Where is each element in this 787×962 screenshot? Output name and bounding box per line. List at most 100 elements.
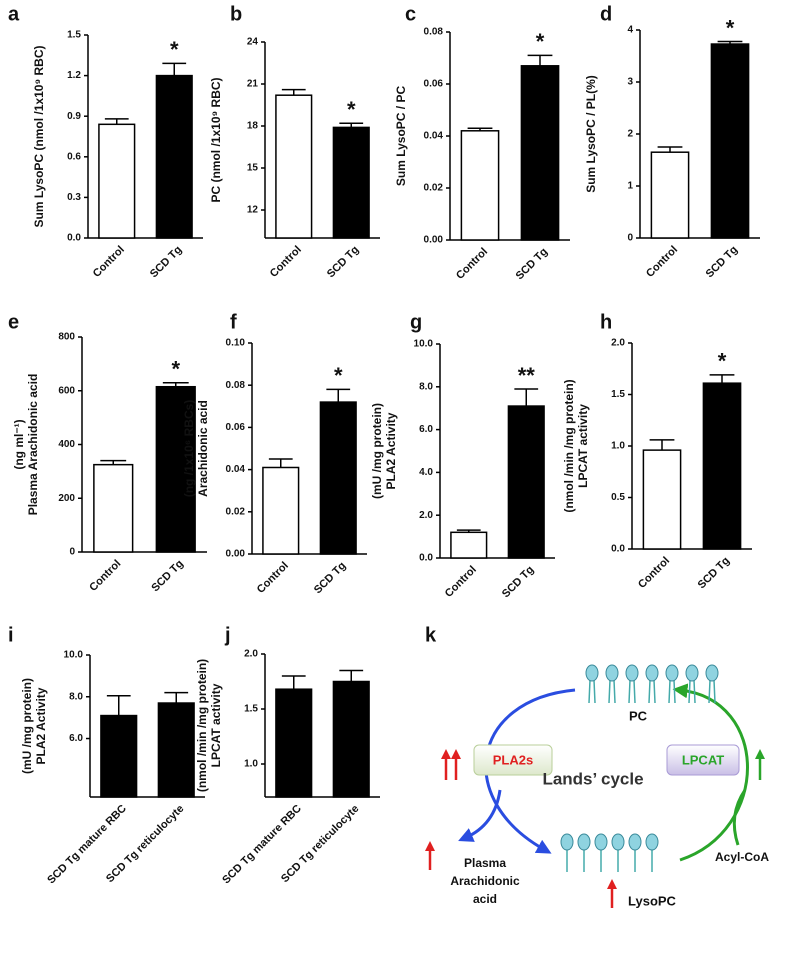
y-tick-label: 600: [58, 385, 75, 396]
enzyme-box: [666, 744, 740, 776]
y-axis-title: PLA2 Activity: [384, 412, 398, 489]
panel-k: k PC PLA2s LPCAT Lands’ cycle Plasma Ara…: [425, 624, 769, 908]
y-tick-label: 0.6: [67, 151, 81, 162]
panel-label: i: [8, 624, 14, 646]
y-axis-title: (ng ml⁻¹): [12, 419, 26, 469]
y-tick-label: 18: [247, 121, 259, 132]
x-tick-label: SCD Tg: [500, 564, 537, 601]
x-tick-label: Control: [636, 555, 672, 591]
x-tick-label: SCD Tg: [312, 560, 349, 597]
increase-arrows: [425, 749, 617, 908]
bar: [157, 702, 195, 798]
y-tick-label: 0.9: [67, 111, 81, 122]
bar: [507, 405, 545, 559]
y-tick-label: 21: [247, 79, 259, 90]
y-tick-label: 10.0: [64, 650, 84, 661]
chart: b 12 15 18 21 24 PC (nmol /1x10⁹ RBC) Control SC…: [209, 3, 380, 280]
y-axis-title: LPCAT activity: [576, 404, 590, 488]
enzyme-box: [473, 744, 553, 776]
bar: [450, 531, 488, 559]
y-axis-title: (mU /mg protein): [370, 403, 384, 499]
chart: g 0.0 2.0 4.0 6.0 8.0 10.0 PLA2 Activity(mU /mg…: [370, 311, 555, 600]
bar: [460, 130, 500, 241]
y-axis-title: Sum LysoPC / PC: [394, 86, 408, 187]
chart: i 6.0 8.0 10.0 PLA2 Activity(mU /mg protein)…: [8, 624, 205, 886]
y-tick-label: 0.10: [226, 338, 246, 349]
y-axis-title: (ng /1x10⁶ RBCs): [182, 400, 196, 498]
x-tick-label: SCD Tg: [696, 555, 733, 592]
y-tick-label: 0.08: [226, 380, 246, 391]
enzyme-label: PLA2s: [493, 752, 533, 767]
panel-label: d: [600, 3, 612, 25]
enzyme-label: LPCAT: [682, 752, 724, 767]
x-tick-label: SCD Tg: [514, 246, 551, 283]
y-tick-label: 200: [58, 493, 75, 504]
x-tick-label: Control: [91, 244, 127, 280]
bar: [275, 688, 313, 798]
y-axis-title: Arachidonic acid: [196, 400, 210, 497]
center-label: Lands’ cycle: [542, 769, 643, 788]
y-axis-title: (nmol /min /mg protein): [195, 659, 209, 792]
lysopc-lipids: [560, 833, 659, 873]
y-tick-label: 1.5: [611, 389, 625, 400]
panel-label: k: [425, 624, 437, 646]
y-tick-label: 0.04: [226, 464, 246, 475]
y-axis-title: PLA2 Activity: [34, 687, 48, 764]
y-axis-title: Sum LysoPC (nmol /1x10⁹ RBC): [32, 46, 46, 228]
bar: [520, 65, 560, 241]
y-tick-label: 0.08: [424, 27, 444, 38]
acyl-arrow: [732, 789, 747, 846]
significance: *: [718, 349, 727, 374]
y-tick-label: 0.3: [67, 192, 81, 203]
product-label: acid: [473, 892, 497, 906]
y-axis-title: (nmol /min /mg protein): [562, 379, 576, 512]
y-axis-title: PC (nmol /1x10⁹ RBC): [209, 77, 223, 202]
product-label: Plasma: [464, 856, 506, 870]
y-tick-label: 400: [58, 439, 75, 450]
bar: [319, 401, 357, 555]
bar: [702, 382, 742, 550]
y-tick-label: 0: [69, 547, 75, 558]
y-tick-label: 0.0: [419, 553, 433, 564]
bar: [650, 151, 690, 239]
bar: [332, 126, 370, 239]
bar: [262, 466, 300, 555]
x-tick-label: Control: [443, 564, 479, 600]
panel-label: b: [230, 3, 242, 25]
x-tick-label: SCD Tg: [704, 244, 741, 281]
y-tick-label: 2: [627, 129, 633, 140]
y-tick-label: 0.04: [424, 131, 444, 142]
bar: [155, 385, 196, 553]
bar: [155, 74, 193, 239]
y-tick-label: 8.0: [419, 381, 433, 392]
x-tick-label: Control: [454, 246, 490, 282]
y-tick-label: 0.0: [67, 233, 81, 244]
y-tick-label: 3: [627, 77, 633, 88]
x-tick-label: Control: [644, 244, 680, 280]
chart: d 0 1 2 3 4 Sum LysoPC / PL(%) Control SCD Tg *: [584, 3, 760, 280]
y-axis-title: Sum LysoPC / PL(%): [584, 75, 598, 193]
chart: a 0.0 0.3 0.6 0.9 1.2 1.5 Sum LysoPC (nmol /1x1…: [8, 3, 203, 280]
y-tick-label: 1.0: [244, 759, 258, 770]
significance: *: [170, 37, 179, 62]
y-tick-label: 1: [627, 181, 633, 192]
significance: *: [334, 363, 343, 388]
y-tick-label: 24: [247, 37, 259, 48]
y-tick-label: 0.00: [424, 235, 444, 246]
significance: *: [347, 97, 356, 122]
x-tick-label: SCD Tg: [149, 558, 186, 595]
x-tick-label: SCD Tg: [148, 244, 185, 281]
y-axis-title: LPCAT activity: [209, 683, 223, 767]
significance: *: [536, 29, 545, 54]
y-tick-label: 0.02: [226, 506, 246, 517]
y-tick-label: 8.0: [69, 691, 83, 702]
y-tick-label: 0.0: [611, 544, 625, 555]
cycle-arrow: [672, 683, 749, 862]
substrate-label: Acyl-CoA: [715, 850, 769, 864]
y-tick-label: 0.00: [226, 549, 246, 560]
y-tick-label: 4: [627, 25, 633, 36]
node-label: PC: [629, 708, 648, 723]
x-tick-label: Control: [255, 560, 291, 596]
